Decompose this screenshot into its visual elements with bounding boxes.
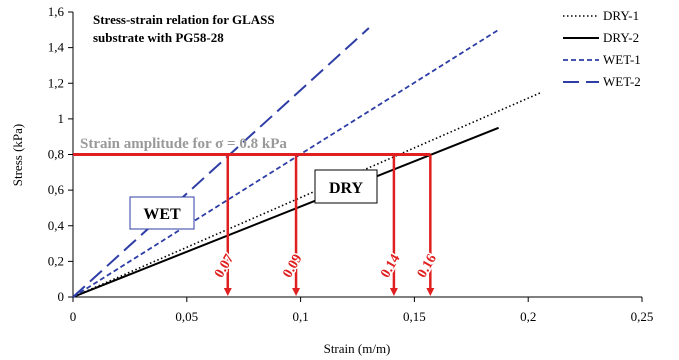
y-tick-label: 0,4 bbox=[48, 218, 65, 233]
series-layer bbox=[72, 27, 543, 298]
dry-box: DRY bbox=[314, 169, 378, 204]
dry-box-frame bbox=[314, 169, 378, 204]
y-axis-title: Stress (kPa) bbox=[10, 124, 25, 186]
strain-marker-arrow bbox=[292, 288, 301, 296]
legend-label-dry-2: DRY-2 bbox=[603, 30, 639, 45]
wet-box: WET bbox=[129, 196, 195, 230]
legend-label-wet-1: WET-1 bbox=[603, 52, 641, 67]
strain-marker-arrow bbox=[426, 288, 435, 296]
series-line-dry-1 bbox=[72, 91, 543, 298]
strain-marker-label: 0.16 bbox=[415, 252, 440, 281]
y-tick-label: 1 bbox=[58, 111, 65, 126]
x-tick-label: 0 bbox=[70, 309, 77, 324]
legend: DRY-1 DRY-2 WET-1 WET-2 bbox=[563, 8, 641, 89]
strain-amplitude-label: Strain amplitude for σ = 0.8 kPa bbox=[80, 136, 287, 152]
strain-marker-arrow bbox=[389, 288, 398, 296]
x-axis-title: Strain (m/m) bbox=[324, 341, 391, 356]
x-tick-label: 0,1 bbox=[292, 309, 308, 324]
chart-title-line-1: Stress-strain relation for GLASS bbox=[93, 12, 275, 27]
x-tick-label: 0,15 bbox=[403, 309, 426, 324]
y-tick-label: 1,2 bbox=[48, 75, 64, 90]
y-axis-ticks: 0 0,2 0,4 0,6 0,8 1 1,2 1,4 1,6 bbox=[48, 4, 73, 304]
strain-marker-label: 0.07 bbox=[212, 252, 237, 281]
series-line-wet-2 bbox=[72, 27, 370, 298]
series-line-wet-1 bbox=[72, 29, 500, 298]
dry-box-label: DRY bbox=[329, 180, 364, 197]
y-tick-label: 0,8 bbox=[48, 147, 64, 162]
y-tick-label: 0 bbox=[58, 289, 65, 304]
y-tick-label: 1,4 bbox=[48, 40, 65, 55]
x-tick-label: 0,25 bbox=[631, 309, 654, 324]
y-tick-label: 0,2 bbox=[48, 253, 64, 268]
wet-box-label: WET bbox=[143, 206, 181, 223]
x-tick-label: 0,2 bbox=[520, 309, 536, 324]
legend-label-dry-1: DRY-1 bbox=[603, 8, 639, 23]
y-tick-label: 0,6 bbox=[48, 182, 65, 197]
y-tick-label: 1,6 bbox=[48, 4, 65, 19]
legend-label-wet-2: WET-2 bbox=[603, 74, 641, 89]
x-axis-ticks: 0 0,05 0,1 0,15 0,2 0,25 bbox=[70, 297, 654, 324]
wet-box-frame bbox=[129, 196, 195, 230]
strain-marker-arrow bbox=[223, 288, 232, 296]
strain-marker-label: 0.14 bbox=[378, 252, 403, 281]
chart-title-line-2: substrate with PG58-28 bbox=[93, 30, 224, 45]
strain-marker-label: 0.09 bbox=[280, 252, 305, 281]
x-tick-label: 0,05 bbox=[175, 309, 198, 324]
